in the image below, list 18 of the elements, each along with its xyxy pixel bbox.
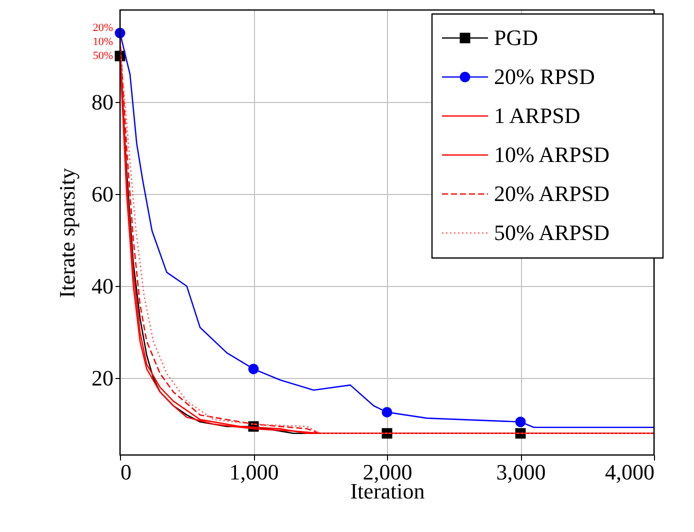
legend-label: 20% RPSD <box>494 64 595 89</box>
text: 10% <box>92 36 113 48</box>
y-tick-label: 80 <box>92 90 114 115</box>
legend-label: PGD <box>494 25 538 50</box>
legend-label: 1 ARPSD <box>494 103 580 128</box>
x-tick-label: 3,000 <box>496 460 546 484</box>
y-tick-label: 20 <box>92 366 114 391</box>
y-axis-title: Iterate sparsity <box>54 168 80 298</box>
y-tick-label: 40 <box>92 274 114 299</box>
legend-label: 20% ARPSD <box>494 181 610 206</box>
x-tick-label: 1,000 <box>229 460 279 484</box>
x-tick-label: 4,000 <box>605 460 654 484</box>
legend-label: 10% ARPSD <box>494 142 610 167</box>
text: 20% <box>92 22 113 34</box>
text: 50% <box>92 50 113 62</box>
y-tick-label: 60 <box>92 182 114 207</box>
x-tick-label: 0 <box>120 460 132 484</box>
legend-label: 50% ARPSD <box>494 220 610 245</box>
